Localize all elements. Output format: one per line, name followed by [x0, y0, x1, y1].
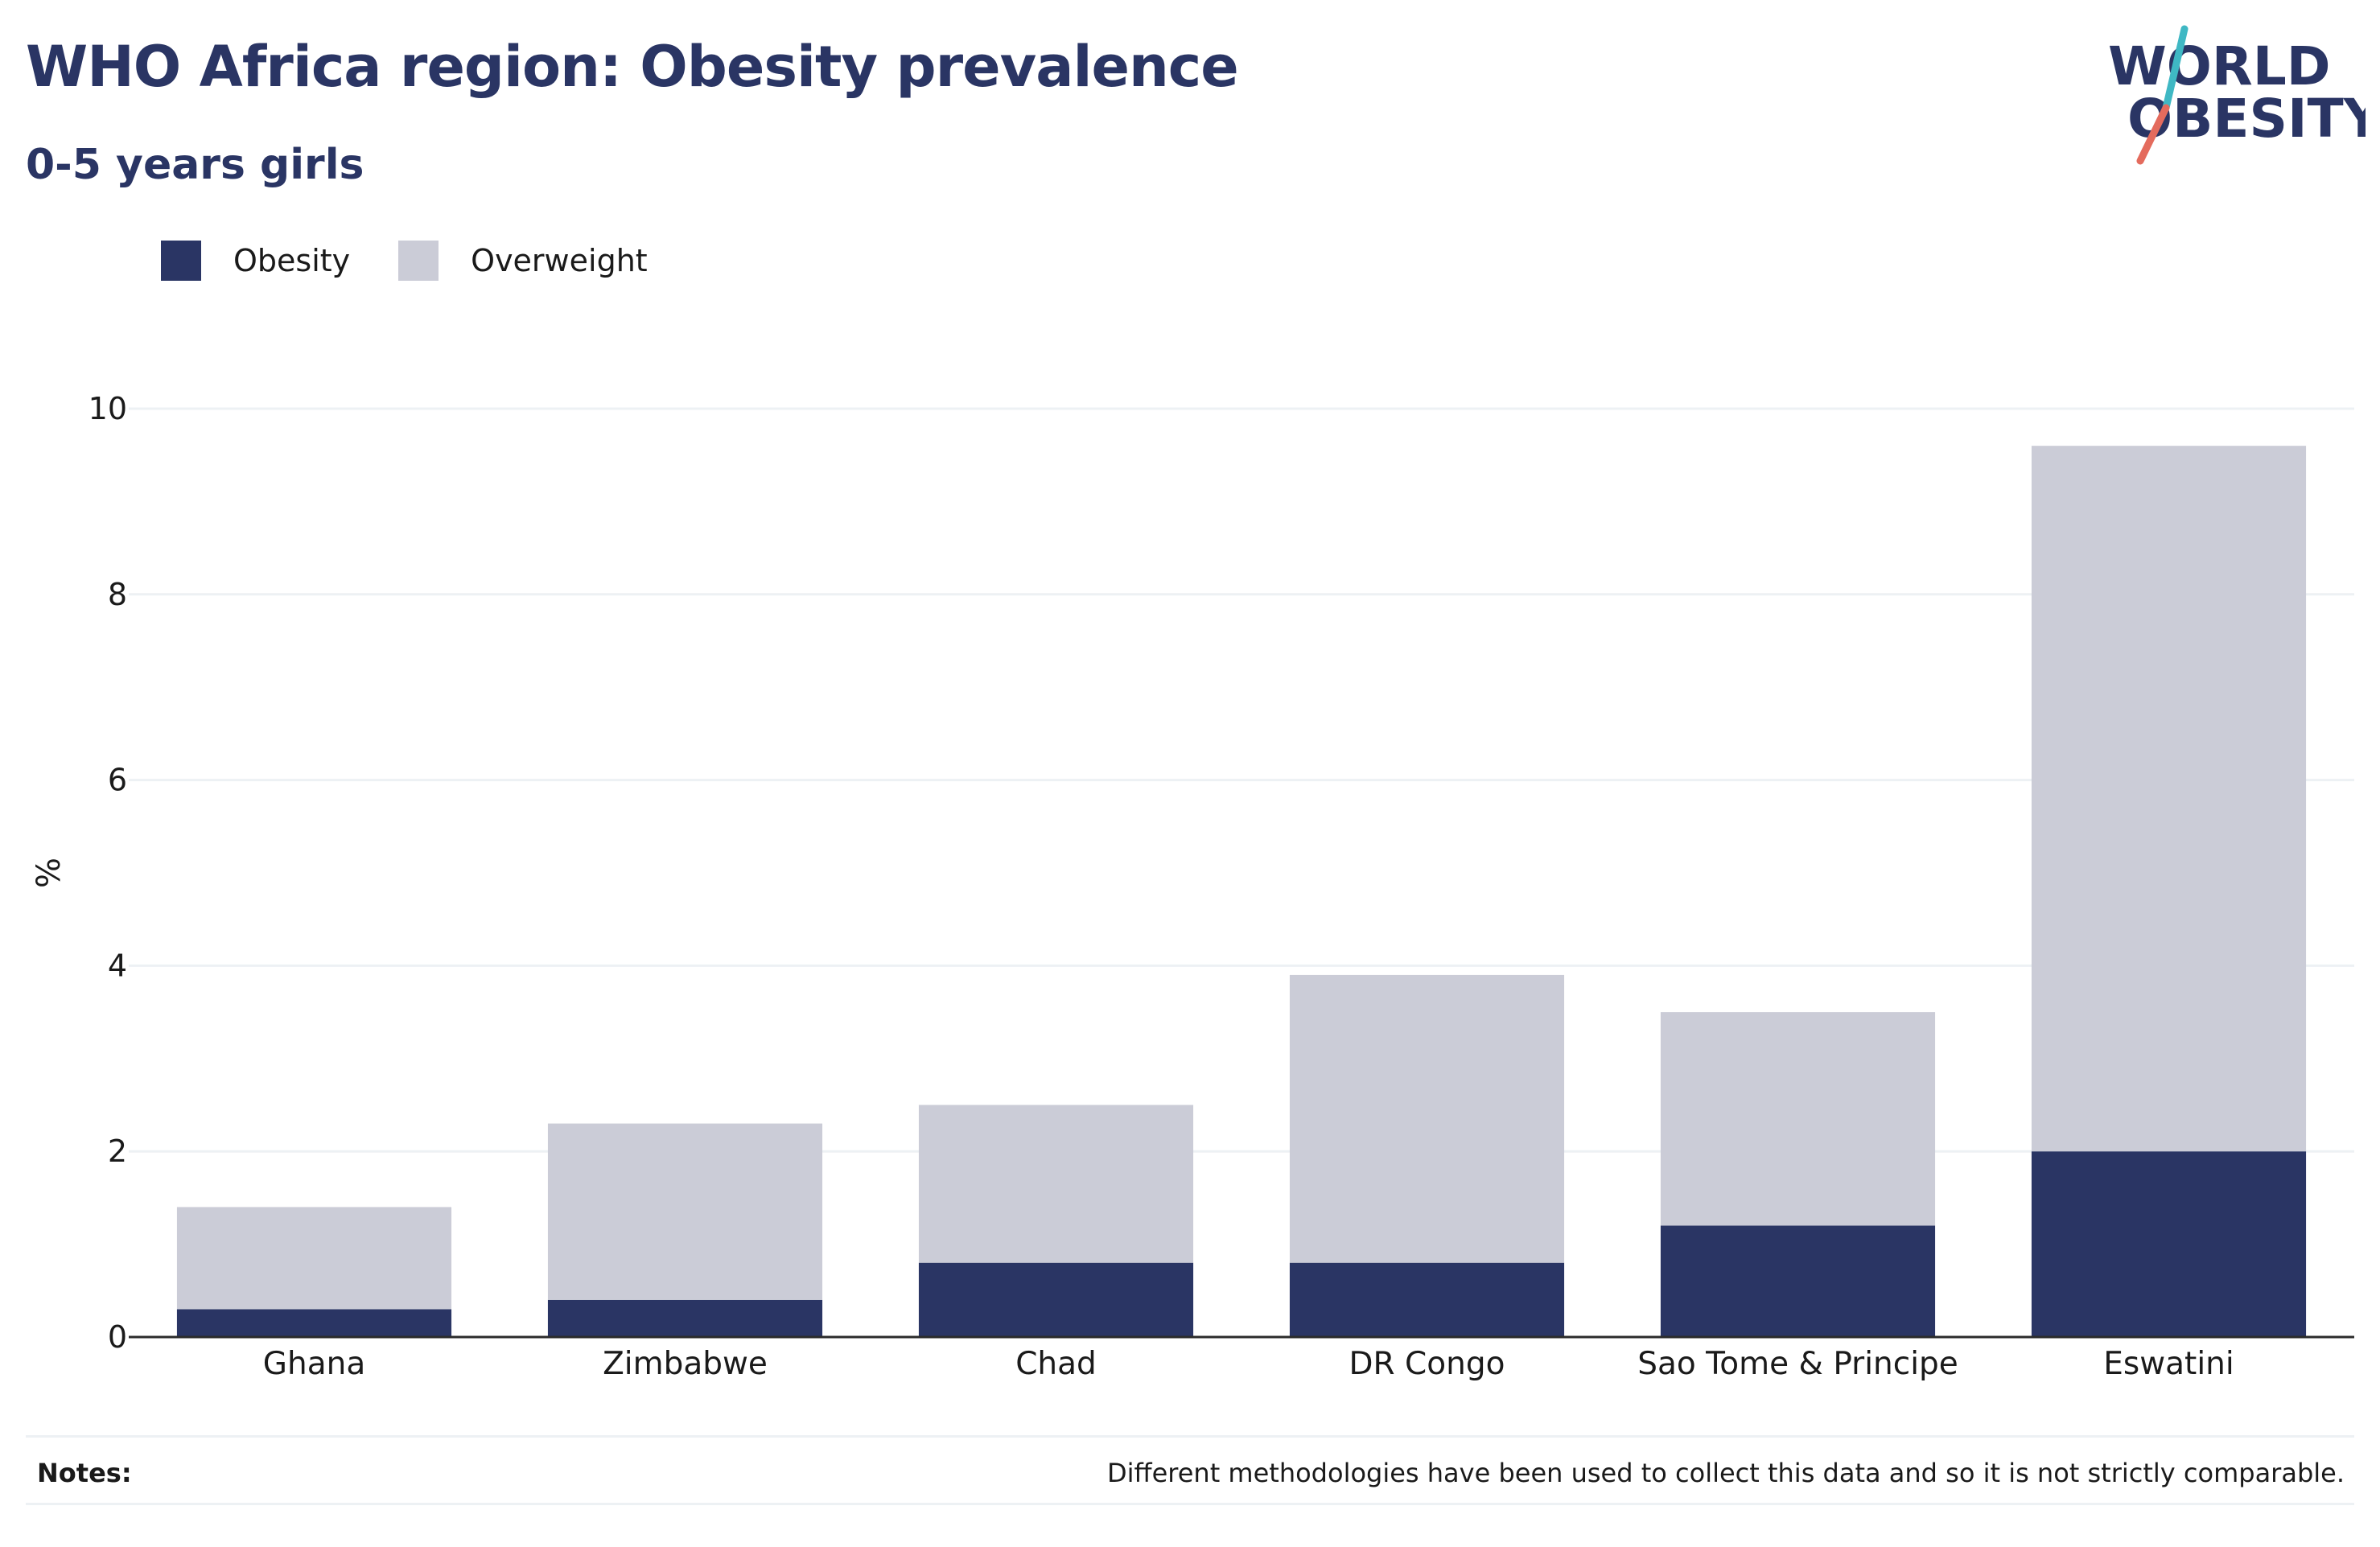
chart-legend: Obesity Overweight	[161, 238, 696, 283]
notes-text: Different methodologies have been used t…	[1107, 1458, 2345, 1488]
bar-overweight[interactable]	[1660, 1012, 1936, 1226]
gridlines	[129, 407, 2354, 1153]
x-tick-label: DR Congo	[1349, 1346, 1505, 1382]
bar-overweight[interactable]	[1289, 974, 1565, 1263]
y-tick-label: 4	[108, 948, 127, 983]
bar-obesity[interactable]	[176, 1309, 452, 1337]
logo-line1: WORLD	[2108, 35, 2331, 97]
legend-swatch-obesity	[161, 241, 201, 281]
notes-label: Notes:	[37, 1458, 132, 1488]
legend-swatch-overweight	[398, 241, 439, 281]
bar-obesity[interactable]	[1289, 1262, 1565, 1337]
bar-overweight[interactable]	[2031, 446, 2307, 1152]
bar-obesity[interactable]	[2031, 1151, 2307, 1337]
y-tick-label: 2	[108, 1134, 127, 1169]
bars	[176, 446, 2307, 1337]
bar-overweight[interactable]	[547, 1123, 823, 1300]
notes-bottom-rule	[26, 1503, 2354, 1505]
logo-slash-coral	[2136, 104, 2170, 165]
bar-obesity[interactable]	[1660, 1225, 1936, 1337]
logo-slash-teal	[2162, 25, 2189, 112]
legend-label-obesity: Obesity	[233, 243, 351, 278]
x-axis-ticks: Ghana Zimbabwe Chad DR Congo Sao Tome & Prin…	[263, 1346, 2234, 1382]
x-tick-label: Sao Tome & Principe	[1637, 1346, 1958, 1382]
x-tick-label: Eswatini	[2103, 1346, 2234, 1382]
x-tick-label: Ghana	[263, 1346, 365, 1382]
x-tick-label: Zimbabwe	[603, 1346, 768, 1382]
bar-overweight[interactable]	[918, 1105, 1194, 1263]
y-tick-label: 0	[108, 1319, 127, 1355]
bar-obesity[interactable]	[918, 1262, 1194, 1337]
y-tick-label: 6	[108, 763, 127, 798]
legend-label-overweight: Overweight	[471, 243, 648, 278]
notes-top-rule	[26, 1435, 2354, 1438]
x-tick-label: Chad	[1015, 1346, 1097, 1382]
y-axis-ticks: 0 2 4 6 8 10	[89, 391, 127, 1355]
y-tick-label: 10	[89, 391, 127, 426]
world-obesity-logo: WORLD OBESITY	[2108, 25, 2366, 165]
bar-obesity[interactable]	[547, 1299, 823, 1337]
y-tick-label: 8	[108, 577, 127, 612]
legend-item-overweight[interactable]: Overweight	[398, 241, 648, 281]
y-axis-title: %	[31, 858, 68, 888]
legend-item-obesity[interactable]: Obesity	[161, 241, 350, 281]
chart-title: WHO Africa region: Obesity prevalence	[26, 34, 1239, 100]
bar-overweight[interactable]	[176, 1207, 452, 1310]
chart-subtitle: 0-5 years girls	[26, 141, 364, 189]
